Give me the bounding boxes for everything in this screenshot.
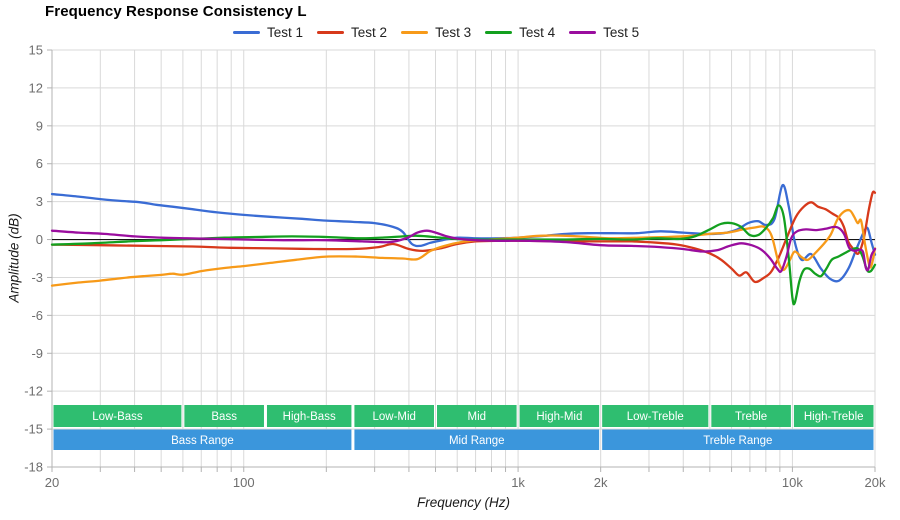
gridlines	[51, 49, 876, 468]
band-label-low-bass: Low-Bass	[92, 411, 143, 423]
band-label-high-treble: High-Treble	[804, 411, 864, 423]
legend-label-test-1: Test 1	[267, 25, 304, 40]
band-high-bass	[266, 405, 352, 427]
legend: Test 1 Test 2 Test 3 Test 4 Test 5	[233, 25, 639, 40]
y-tick-label-0: 0	[36, 232, 43, 247]
range-bass-range	[53, 429, 352, 450]
series-line-test-1[interactable]	[50, 183, 877, 283]
x-tick-label-100: 100	[233, 475, 255, 490]
band-label-bass: Bass	[211, 411, 237, 423]
legend-item-test-3[interactable]: Test 3	[401, 25, 471, 40]
legend-swatch-test-3	[401, 31, 429, 34]
band-low-treble	[602, 405, 709, 427]
legend-label-test-5: Test 5	[603, 25, 640, 40]
y-tick-label-3: 3	[36, 194, 43, 209]
y-tick-label-9: 9	[36, 118, 43, 133]
y-tick-label-6: 6	[36, 156, 43, 171]
legend-label-test-2: Test 2	[351, 25, 388, 40]
band-treble	[711, 405, 791, 427]
x-tick-label-1k: 1k	[511, 475, 525, 490]
legend-swatch-test-4	[485, 31, 513, 34]
y-tick-label-15: 15	[29, 43, 43, 58]
x-tick-label-2k: 2k	[594, 475, 608, 490]
y-tick-label--3: -3	[31, 270, 43, 285]
band-bass	[184, 405, 264, 427]
band-high-mid	[519, 405, 600, 427]
x-axis-title: Frequency (Hz)	[416, 495, 511, 510]
x-tick-label-10k: 10k	[782, 475, 803, 490]
series-line-test-5[interactable]	[50, 225, 877, 273]
range-label-treble-range: Treble Range	[703, 435, 772, 447]
legend-item-test-5[interactable]: Test 5	[569, 25, 639, 40]
y-axis-title: Amplitude (dB)	[6, 213, 22, 303]
legend-swatch-test-1	[233, 31, 260, 34]
x-tick-label-20: 20	[45, 475, 59, 490]
range-mid-range	[354, 429, 600, 450]
band-label-mid: Mid	[468, 411, 487, 423]
legend-swatch-test-5	[569, 31, 597, 34]
range-label-bass-range: Bass Range	[171, 435, 234, 447]
series-line-test-4[interactable]	[50, 204, 877, 306]
band-label-high-mid: High-Mid	[536, 411, 582, 423]
band-low-bass	[53, 405, 182, 427]
legend-swatch-test-2	[317, 31, 345, 34]
chart-title: Frequency Response Consistency L	[45, 3, 307, 20]
band-low-mid	[354, 405, 435, 427]
band-mid	[437, 405, 517, 427]
band-label-high-bass: High-Bass	[283, 411, 336, 423]
y-tick-label--12: -12	[24, 384, 43, 399]
y-tick-label-12: 12	[29, 80, 43, 95]
series-line-test-2[interactable]	[50, 190, 877, 284]
legend-item-test-1[interactable]: Test 1	[233, 25, 303, 40]
y-tick-label--18: -18	[24, 460, 43, 475]
y-tick-label--9: -9	[31, 346, 43, 361]
band-high-treble	[793, 405, 874, 427]
band-label-low-treble: Low-Treble	[627, 411, 684, 423]
range-treble-range	[602, 429, 874, 450]
band-label-low-mid: Low-Mid	[372, 411, 415, 423]
legend-label-test-4: Test 4	[519, 25, 556, 40]
x-tick-label-20k: 20k	[865, 475, 886, 490]
band-label-treble: Treble	[735, 411, 767, 423]
legend-item-test-4[interactable]: Test 4	[485, 25, 555, 40]
range-label-mid-range: Mid Range	[449, 435, 505, 447]
y-tick-label--15: -15	[24, 422, 43, 437]
legend-label-test-3: Test 3	[435, 25, 472, 40]
y-tick-label--6: -6	[31, 308, 43, 323]
legend-item-test-2[interactable]: Test 2	[317, 25, 387, 40]
series-line-test-3[interactable]	[50, 208, 877, 287]
frequency-bands: Low-Bass Bass High-Bass Low-Mid Mid High-Mid L…	[53, 405, 874, 450]
axes	[47, 49, 876, 472]
series-curves	[50, 183, 877, 306]
